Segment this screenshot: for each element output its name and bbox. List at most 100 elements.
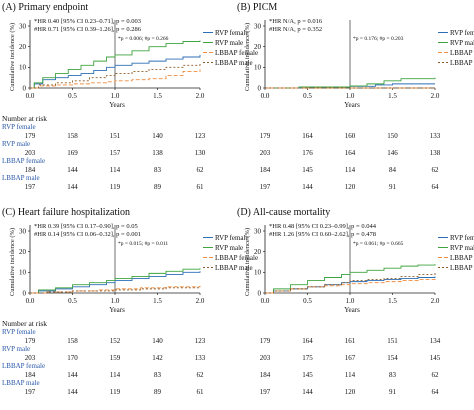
p-annotation: *p = 0.176; #p = 0.203 (353, 36, 404, 42)
x-tick-label: 1.0 (346, 297, 355, 305)
risk-table-row-label: LBBAP female (2, 362, 45, 370)
x-tick-label: 0.5 (68, 297, 77, 305)
x-tick-label: 1.0 (111, 92, 120, 100)
risk-table-cell: 150 (387, 132, 398, 140)
risk-table-cell: 140 (152, 132, 163, 140)
risk-table-row-label: LBBAP female (2, 157, 45, 165)
risk-table-cell: 62 (197, 166, 205, 174)
y-tick-label: 20 (254, 248, 262, 256)
risk-table-header: Number at risk (2, 114, 47, 123)
risk-table-header: Number at risk (2, 319, 47, 328)
legend-entry: LBBAP female (215, 254, 258, 262)
y-tick-label: 10 (254, 64, 262, 72)
x-tick-label: 1.5 (153, 92, 162, 100)
risk-table-cell: 197 (25, 388, 36, 396)
y-axis-label: Cumulative incidence (%) (244, 23, 251, 91)
risk-table-cell: 164 (345, 149, 356, 157)
series-line-1 (30, 54, 201, 89)
risk-table-cell: 89 (154, 183, 162, 191)
x-axis-label: Years (344, 101, 360, 109)
legend-entry: LBBAP female (215, 49, 258, 57)
series-line-4 (30, 287, 200, 294)
risk-table-cell: 114 (345, 371, 356, 379)
risk-table-cell: 91 (389, 388, 397, 396)
y-tick-label: 0 (23, 289, 27, 297)
legend-entry: RVP female (215, 29, 249, 37)
legend-entry: RVP male (215, 39, 243, 47)
risk-table-row-label: RVP female (2, 328, 36, 336)
risk-table-cell: 161 (345, 337, 356, 345)
x-tick-label: 2.0 (196, 92, 205, 100)
x-tick-label: 0.5 (68, 92, 77, 100)
legend-entry: RVP male (450, 39, 474, 47)
series-line-3 (30, 69, 201, 89)
y-tick-label: 10 (254, 269, 262, 277)
risk-table-cell: 140 (152, 337, 163, 345)
risk-table-cell: 142 (152, 354, 163, 362)
legend-entry: LBBAP male (450, 264, 474, 272)
risk-table-row-label: RVP male (2, 345, 30, 353)
risk-table-cell: 203 (25, 354, 36, 362)
risk-table-cell: 130 (195, 149, 206, 157)
risk-table-cell: 134 (430, 337, 441, 345)
hr-annotation-1: *HR N/A, p = 0.016 (269, 18, 323, 25)
x-tick-label: 1.5 (388, 92, 397, 100)
risk-table-cell: 170 (67, 354, 78, 362)
risk-table-cell: 144 (302, 183, 313, 191)
x-axis-label: Years (109, 101, 125, 109)
risk-table-cell: 151 (387, 337, 398, 345)
risk-table-row-label: RVP male (2, 140, 30, 148)
y-axis-label: Cumulative incidence (%) (9, 23, 16, 91)
risk-table-cell: 203 (260, 149, 271, 157)
y-tick-label: 10 (19, 64, 27, 72)
hr-annotation-1: *HR 0.48 [95% CI 0.23–0.99], p = 0.044 (269, 223, 377, 230)
risk-table-cell: 151 (110, 132, 121, 140)
y-axis-label: Cumulative incidence (%) (9, 228, 16, 296)
series-line-4 (265, 272, 436, 294)
risk-table-cell: 158 (67, 132, 78, 140)
x-axis-label: Years (344, 306, 360, 314)
risk-table-cell: 184 (260, 166, 271, 174)
legend-entry: RVP male (450, 244, 474, 252)
risk-table-cell: 83 (389, 371, 397, 379)
legend-entry: LBBAP female (450, 49, 474, 57)
risk-table-cell: 203 (25, 149, 36, 157)
risk-table-cell: 61 (197, 183, 205, 191)
x-tick-label: 0.0 (261, 92, 270, 100)
legend-entry: RVP female (450, 29, 474, 37)
risk-table-cell: 114 (110, 371, 121, 379)
panel-title: (C) Heart failure hospitalization (2, 207, 130, 218)
x-tick-label: 1.5 (388, 297, 397, 305)
risk-table-cell: 145 (302, 371, 313, 379)
risk-table-row-label: LBBAP male (2, 174, 40, 182)
panel-1: (A) Primary endpoint Cumulative incidence… (2, 2, 258, 191)
p-annotation: *p = 0.006; #p = 0.266 (118, 36, 169, 42)
risk-table-cell: 138 (430, 149, 441, 157)
risk-table-cell: 138 (152, 149, 163, 157)
x-tick-label: 1.0 (346, 92, 355, 100)
x-tick-label: 2.0 (431, 92, 440, 100)
y-tick-label: 30 (19, 227, 27, 235)
legend-entry: LBBAP male (215, 264, 253, 272)
series-line-4 (30, 63, 201, 89)
risk-table-cell: 179 (260, 132, 271, 140)
x-tick-label: 0.0 (26, 92, 35, 100)
panel-title: (B) PICM (237, 2, 277, 13)
x-axis-label: Years (109, 306, 125, 314)
legend-entry: LBBAP male (450, 59, 474, 67)
risk-table-cell: 144 (67, 183, 78, 191)
risk-table-cell: 119 (110, 183, 121, 191)
risk-table-cell: 83 (154, 166, 162, 174)
y-tick-label: 0 (23, 84, 27, 92)
series-line-3 (265, 278, 436, 294)
hr-annotation-2: #HR 1.26 [95% CI 0.60–2.62], p = 0.478 (269, 231, 376, 238)
risk-table-cell: 144 (67, 371, 78, 379)
risk-table-cell: 169 (67, 149, 78, 157)
y-tick-label: 20 (19, 248, 27, 256)
risk-table-cell: 157 (110, 149, 121, 157)
y-tick-label: 30 (254, 22, 262, 30)
risk-table-cell: 114 (345, 166, 356, 174)
x-tick-label: 2.0 (431, 297, 440, 305)
x-tick-label: 0.0 (261, 297, 270, 305)
series-line-2 (265, 264, 436, 294)
